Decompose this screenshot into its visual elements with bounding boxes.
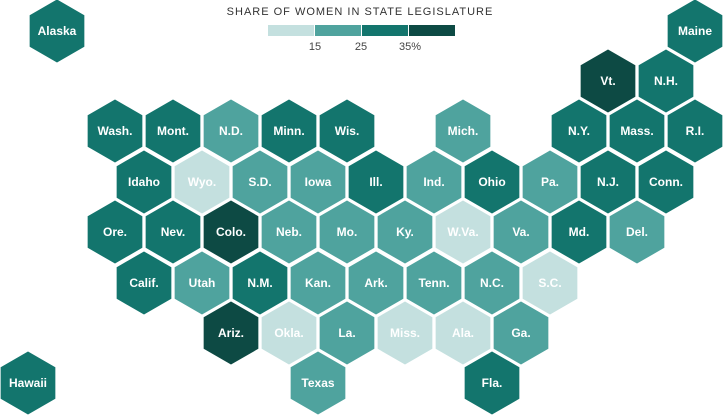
state-label: Ill. bbox=[369, 175, 382, 189]
state-label: Conn. bbox=[649, 175, 683, 189]
state-hex: Alaska bbox=[27, 0, 87, 66]
legend-swatch bbox=[362, 25, 408, 36]
state-label: Wyo. bbox=[188, 175, 216, 189]
legend-tick-label: 15 bbox=[308, 41, 322, 53]
state-hex: R.I. bbox=[665, 96, 723, 166]
state-label: Tenn. bbox=[418, 276, 449, 290]
state-label: Mo. bbox=[337, 225, 358, 239]
state-label: Pa. bbox=[541, 175, 559, 189]
legend-swatch bbox=[315, 25, 361, 36]
state-label: Calif. bbox=[129, 276, 158, 290]
state-label: S.D. bbox=[248, 175, 271, 189]
legend-title: SHARE OF WOMEN IN STATE LEGISLATURE bbox=[226, 6, 494, 18]
state-label: Texas bbox=[301, 376, 334, 390]
state-label: Del. bbox=[626, 225, 648, 239]
state-label: Ind. bbox=[423, 175, 444, 189]
state-label: Alaska bbox=[38, 24, 77, 38]
state-hex: Hawaii bbox=[0, 348, 58, 415]
state-label: Vt. bbox=[600, 74, 615, 88]
legend-tick-label: 35% bbox=[398, 41, 422, 53]
state-hex-shape bbox=[0, 348, 58, 415]
state-label: Maine bbox=[678, 24, 712, 38]
state-label: Colo. bbox=[216, 225, 246, 239]
state-label: N.M. bbox=[247, 276, 272, 290]
state-label: N.C. bbox=[480, 276, 504, 290]
state-hex: Minn. bbox=[259, 96, 319, 166]
state-hex-shape bbox=[462, 348, 522, 415]
state-label: Wash. bbox=[98, 124, 133, 138]
state-hex: Mich. bbox=[433, 96, 493, 166]
state-label: Ga. bbox=[511, 326, 530, 340]
state-label: Ore. bbox=[103, 225, 127, 239]
state-hex: N.M. bbox=[230, 248, 290, 318]
state-hex: Fla. bbox=[462, 348, 522, 415]
state-label: Ohio bbox=[478, 175, 505, 189]
state-hex: S.C. bbox=[520, 248, 580, 318]
state-label: Minn. bbox=[273, 124, 304, 138]
state-label: Hawaii bbox=[9, 376, 47, 390]
state-label: Idaho bbox=[128, 175, 160, 189]
state-label: Okla. bbox=[274, 326, 303, 340]
state-label: N.D. bbox=[219, 124, 243, 138]
state-label: Mass. bbox=[620, 124, 653, 138]
state-hex: Wash. bbox=[85, 96, 145, 166]
legend-ticks: 15 25 35% bbox=[0, 41, 723, 55]
state-label: Ky. bbox=[396, 225, 414, 239]
state-hex: Wis. bbox=[317, 96, 377, 166]
state-hex-shape bbox=[288, 348, 348, 415]
state-hex: Nev. bbox=[143, 197, 203, 267]
state-label: Mich. bbox=[448, 124, 479, 138]
state-label: Miss. bbox=[390, 326, 420, 340]
state-label: R.I. bbox=[686, 124, 705, 138]
state-hex-shape bbox=[433, 96, 493, 166]
state-label: Iowa bbox=[305, 175, 332, 189]
state-label: Ark. bbox=[364, 276, 387, 290]
state-label: N.Y. bbox=[568, 124, 590, 138]
legend-swatch bbox=[268, 25, 314, 36]
state-label: Ariz. bbox=[218, 326, 244, 340]
state-hex: Mo. bbox=[317, 197, 377, 267]
legend-color-scale bbox=[268, 25, 456, 36]
state-label: La. bbox=[338, 326, 355, 340]
state-label: N.J. bbox=[597, 175, 619, 189]
state-hex-shape bbox=[27, 0, 87, 66]
state-hex-shape bbox=[607, 197, 667, 267]
state-label: Kan. bbox=[305, 276, 331, 290]
state-label: Wis. bbox=[335, 124, 360, 138]
state-label: Mont. bbox=[157, 124, 189, 138]
state-label: W.Va. bbox=[447, 225, 478, 239]
state-label: Va. bbox=[512, 225, 529, 239]
state-hex: Ariz. bbox=[201, 298, 261, 368]
state-hex: Tenn. bbox=[404, 248, 464, 318]
state-label: N.H. bbox=[654, 74, 678, 88]
state-hex: N.H. bbox=[636, 46, 696, 116]
state-label: Fla. bbox=[482, 376, 503, 390]
state-hex: Del. bbox=[607, 197, 667, 267]
state-label: Md. bbox=[569, 225, 590, 239]
state-label: Neb. bbox=[276, 225, 302, 239]
legend-tick-label: 25 bbox=[354, 41, 368, 53]
state-label: S.C. bbox=[538, 276, 561, 290]
state-hex-shape bbox=[665, 96, 723, 166]
state-label: Utah bbox=[189, 276, 216, 290]
state-hex: Texas bbox=[288, 348, 348, 415]
state-hex-shape bbox=[317, 96, 377, 166]
legend-swatch bbox=[409, 25, 455, 36]
state-label: Nev. bbox=[161, 225, 185, 239]
state-label: Ala. bbox=[452, 326, 474, 340]
state-hex: Ore. bbox=[85, 197, 145, 267]
